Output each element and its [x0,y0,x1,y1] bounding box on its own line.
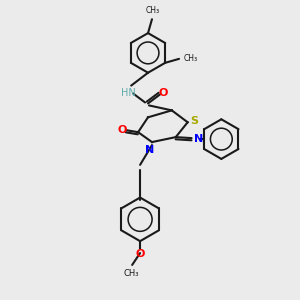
Text: N: N [194,134,203,144]
Text: O: O [135,249,145,259]
Text: O: O [158,88,168,98]
Text: S: S [190,116,199,126]
Text: O: O [118,125,127,135]
Text: CH₃: CH₃ [184,54,198,63]
Text: HN: HN [121,88,136,98]
Text: CH₃: CH₃ [123,269,139,278]
Text: N: N [146,145,154,155]
Text: CH₃: CH₃ [146,6,160,15]
